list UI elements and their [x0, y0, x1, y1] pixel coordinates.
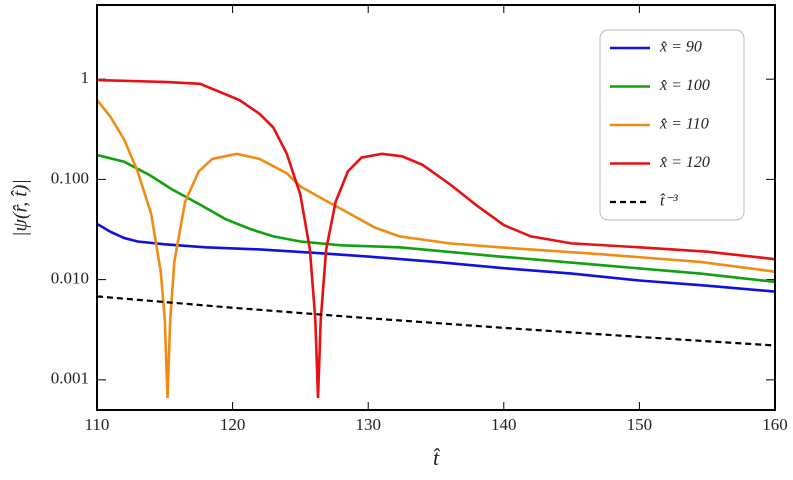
y-axis-label: |ψ(r̂, t̂)|	[10, 179, 32, 237]
x-tick-label: 160	[762, 415, 788, 434]
y-tick-label: 0.001	[51, 369, 89, 388]
legend-label: x̂ = 90	[659, 39, 702, 56]
x-tick-label: 140	[491, 415, 517, 434]
series-line	[97, 99, 775, 398]
legend-label: x̂ = 110	[659, 116, 709, 133]
series-line	[97, 295, 775, 347]
x-tick-label: 110	[85, 415, 110, 434]
series-line	[97, 153, 775, 284]
plot-frame	[96, 4, 776, 411]
legend: x̂ = 90 x̂ = 100 x̂ = 110 x̂ = 120 t̂⁻³	[599, 29, 745, 221]
y-tick-label: 1	[81, 68, 90, 87]
x-tick-label: 120	[220, 415, 246, 434]
legend-label: x̂ = 100	[659, 77, 710, 94]
legend-label: x̂ = 120	[659, 154, 710, 171]
legend-label: t̂⁻³	[660, 193, 678, 210]
plot-area	[97, 78, 775, 398]
series-line	[97, 222, 775, 293]
x-axis-label: t̂	[433, 445, 441, 470]
x-tick-label: 150	[627, 415, 653, 434]
x-tick-label: 130	[355, 415, 381, 434]
series-line	[97, 78, 775, 398]
y-tick-label: 0.100	[51, 168, 89, 187]
y-tick-label: 0.010	[51, 269, 89, 288]
legend-box	[599, 29, 745, 221]
